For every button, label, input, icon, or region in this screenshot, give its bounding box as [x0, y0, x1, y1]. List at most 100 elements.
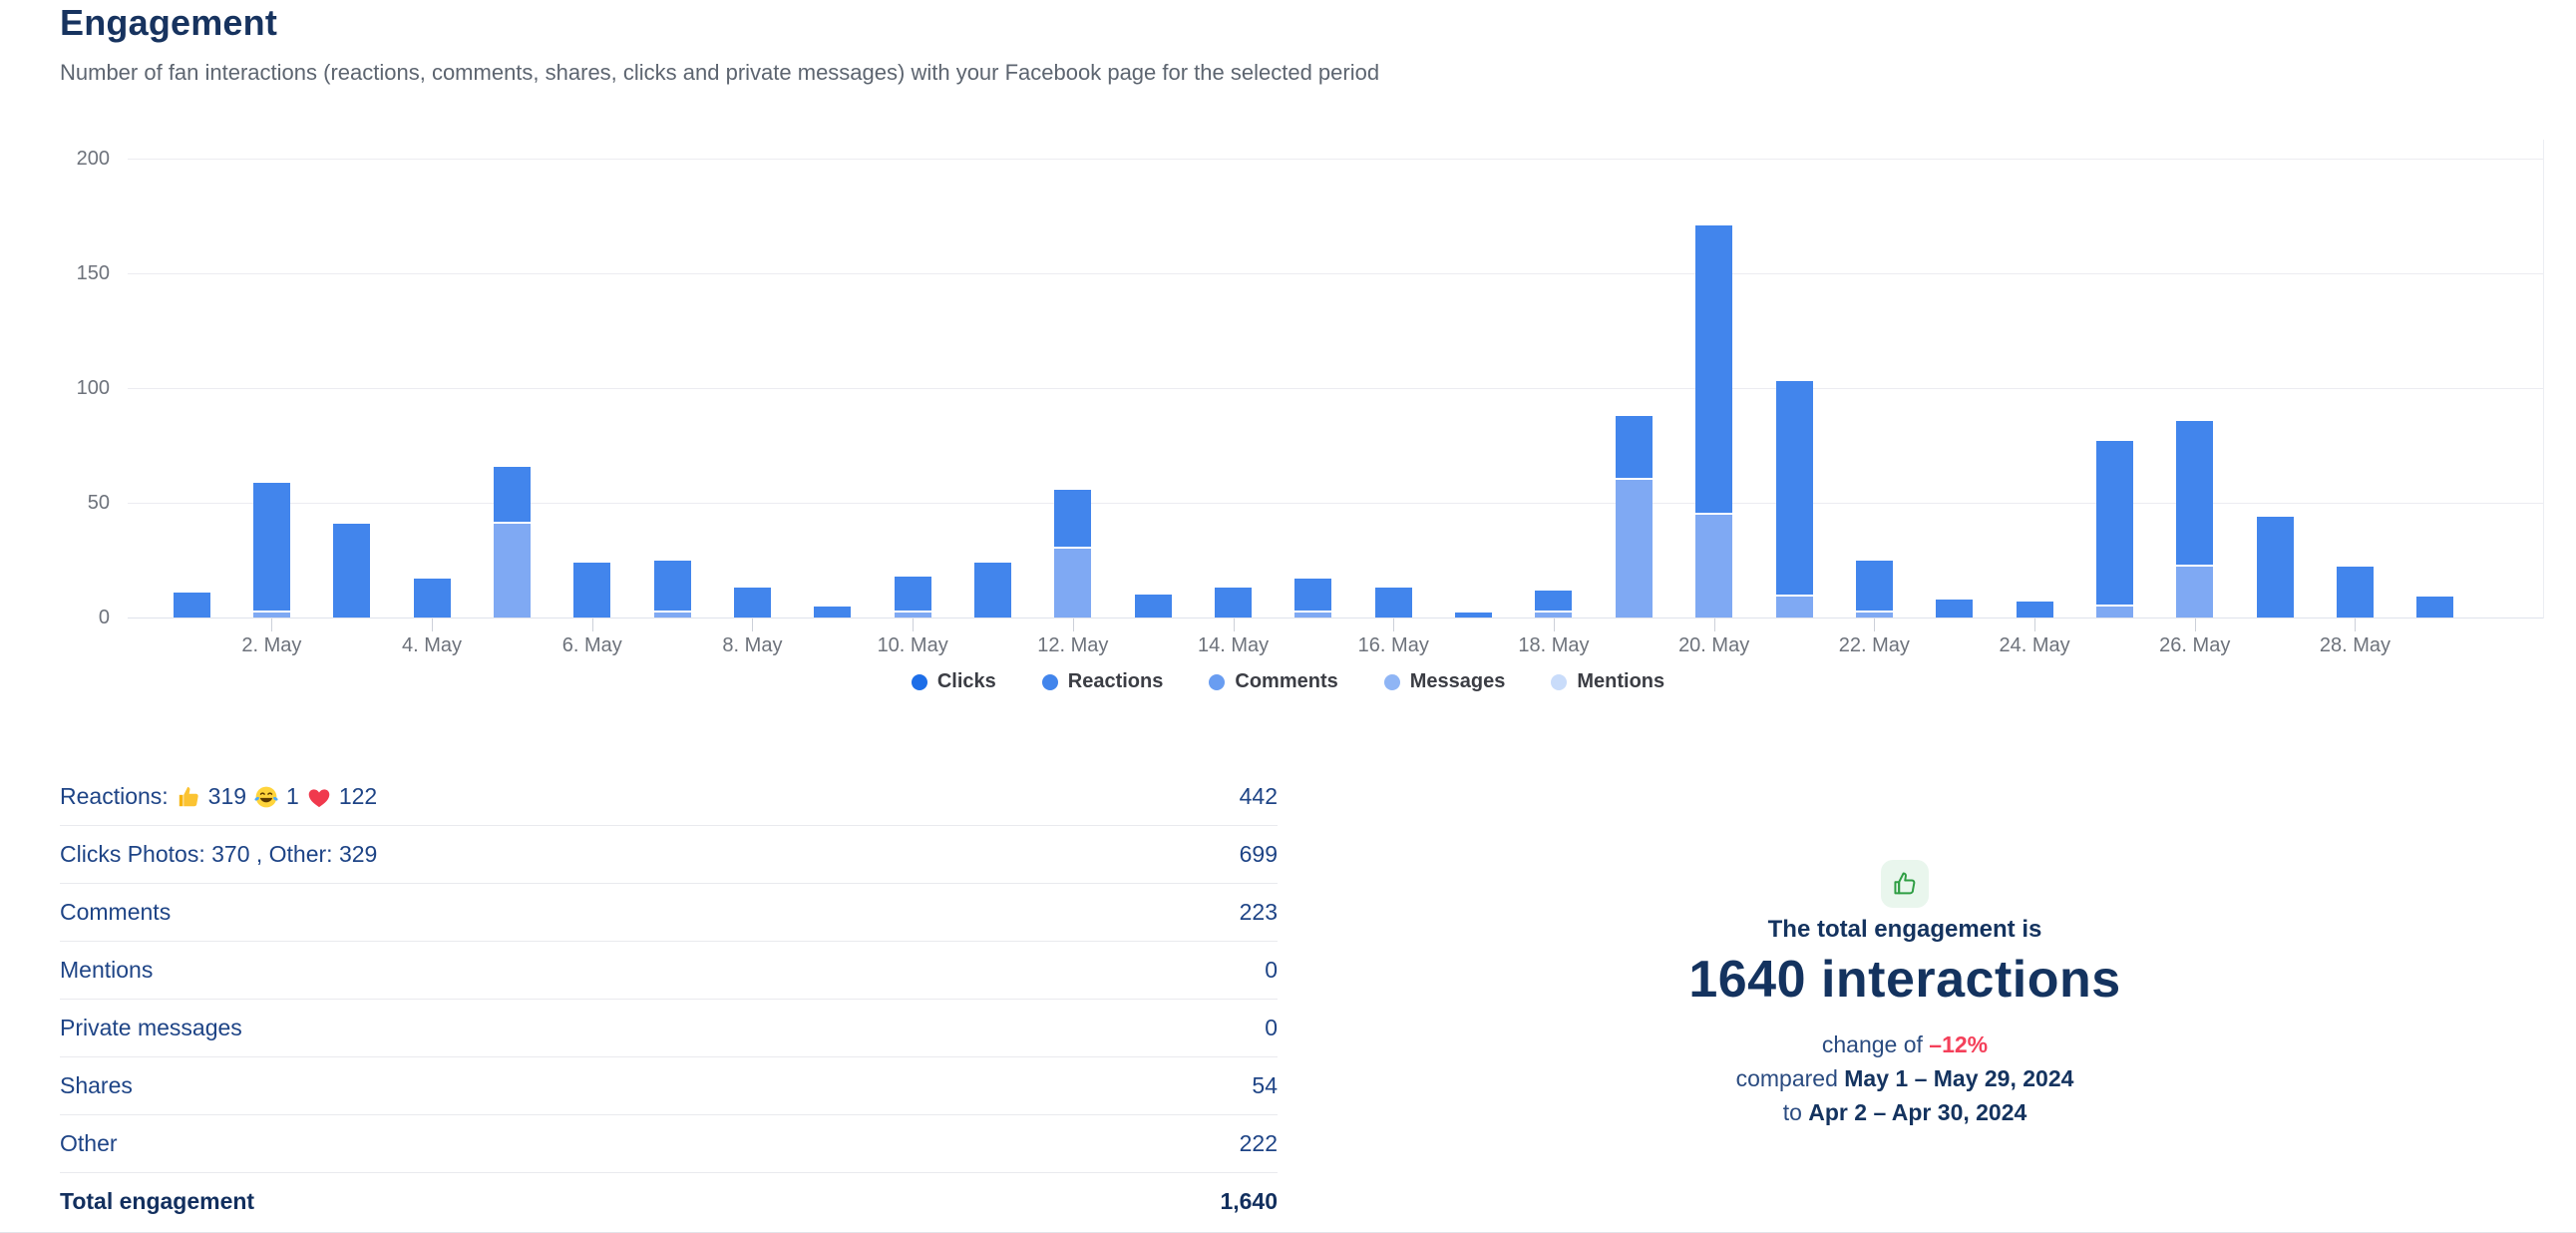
stat-text: Other	[60, 1130, 118, 1156]
y-axis-label-100: 100	[76, 377, 110, 399]
bar-6-may[interactable]	[573, 562, 611, 617]
legend-label: Messages	[1409, 670, 1506, 692]
bar-segment-light	[653, 613, 691, 617]
legend-item-comments[interactable]: Comments	[1209, 670, 1338, 693]
laughing-emoji	[254, 786, 278, 807]
bar-21-may[interactable]	[1775, 381, 1813, 617]
stat-value-private-messages: 0	[1265, 1015, 1278, 1040]
stat-value-shares: 54	[1252, 1072, 1278, 1098]
bar-19-may[interactable]	[1615, 415, 1653, 617]
legend-dot-mentions	[1551, 673, 1568, 690]
legend-dot-comments	[1209, 673, 1226, 690]
y-axis-label-50: 50	[87, 492, 110, 514]
stat-row-shares: Shares 54	[60, 1057, 1278, 1115]
bar-segment-light	[1855, 613, 1893, 617]
legend-item-clicks[interactable]: Clicks	[911, 670, 996, 693]
legend-item-mentions[interactable]: Mentions	[1551, 670, 1664, 693]
bar-26-may[interactable]	[2176, 420, 2214, 617]
x-axis-tick	[1713, 618, 1715, 631]
bar-1-may[interactable]	[173, 592, 210, 617]
to-line: to Apr 2 – Apr 30, 2024	[1536, 1095, 2274, 1129]
bar-8-may[interactable]	[733, 588, 771, 617]
x-axis-label-8-may: 8. May	[722, 634, 783, 656]
bar-9-may[interactable]	[814, 606, 852, 617]
bar-segment-dark	[252, 482, 290, 614]
bar-segment-dark	[1455, 613, 1493, 617]
bar-17-may[interactable]	[1455, 613, 1493, 617]
gridline-y-50	[128, 503, 2543, 504]
bar-7-may[interactable]	[653, 560, 691, 617]
legend-item-messages[interactable]: Messages	[1383, 670, 1506, 693]
stat-text: Shares	[60, 1072, 133, 1098]
stat-text: Total engagement	[60, 1188, 255, 1214]
bar-25-may[interactable]	[2095, 441, 2133, 617]
stat-value-other: 222	[1239, 1130, 1278, 1156]
gridline-y-200	[128, 159, 2543, 160]
x-axis-tick	[1874, 618, 1876, 631]
stat-label-private-messages: Private messages	[60, 1015, 242, 1041]
bar-segment-light	[493, 523, 531, 617]
bar-segment-dark	[733, 588, 771, 617]
legend-dot-reactions	[1041, 673, 1058, 690]
x-axis-tick	[1393, 618, 1395, 631]
x-axis-tick	[271, 618, 273, 631]
x-axis-label-22-may: 22. May	[1838, 634, 1910, 656]
bar-10-may[interactable]	[894, 576, 931, 617]
x-axis-label-14-may: 14. May	[1197, 634, 1270, 656]
bar-4-may[interactable]	[413, 578, 451, 617]
x-axis-tick	[2355, 618, 2357, 631]
bar-14-may[interactable]	[1215, 588, 1253, 617]
bar-segment-dark	[413, 578, 451, 617]
change-line: change of –12%	[1536, 1028, 2274, 1061]
bar-3-may[interactable]	[333, 523, 371, 617]
bar-22-may[interactable]	[1855, 560, 1893, 617]
compared-prefix: compared	[1735, 1065, 1845, 1091]
bar-12-may[interactable]	[1054, 489, 1092, 617]
stat-text: Reactions:	[60, 783, 169, 809]
bar-segment-light	[1775, 597, 1813, 617]
bar-18-may[interactable]	[1535, 590, 1573, 617]
bar-29-may[interactable]	[2416, 597, 2454, 617]
stat-text: 319	[207, 783, 247, 809]
stat-label-other: Other	[60, 1130, 118, 1157]
bar-16-may[interactable]	[1374, 588, 1412, 617]
gridline-y-0	[128, 617, 2543, 618]
stat-label-shares: Shares	[60, 1072, 133, 1099]
bar-20-may[interactable]	[1695, 225, 1733, 617]
x-axis-label-28-may: 28. May	[2319, 634, 2392, 656]
bar-segment-dark	[974, 562, 1011, 617]
stat-text: Mentions	[60, 957, 154, 983]
thumbs-up-icon	[1881, 860, 1929, 908]
bar-5-may[interactable]	[493, 466, 531, 617]
bar-segment-dark	[2256, 516, 2294, 617]
x-axis-tick	[2034, 618, 2036, 631]
bar-11-may[interactable]	[974, 562, 1011, 617]
bar-segment-light	[2095, 606, 2133, 617]
bar-13-may[interactable]	[1134, 595, 1172, 617]
bar-2-may[interactable]	[252, 482, 290, 617]
chart-legend: Clicks Reactions Comments Messages Mentions	[0, 670, 2576, 693]
bar-segment-dark	[2416, 597, 2454, 617]
bar-28-may[interactable]	[2336, 567, 2374, 617]
legend-item-reactions[interactable]: Reactions	[1041, 670, 1163, 693]
bar-segment-light	[252, 613, 290, 617]
laughing-emoji	[250, 784, 282, 810]
thumbs-up-emoji	[173, 784, 204, 810]
to-range: Apr 2 – Apr 30, 2024	[1808, 1099, 2027, 1125]
x-axis-label-2-may: 2. May	[241, 634, 302, 656]
summary-heading: The total engagement is	[1767, 916, 2042, 943]
bar-segment-dark	[573, 562, 611, 617]
stat-label-total: Total engagement	[60, 1188, 254, 1215]
x-axis-label-26-may: 26. May	[2159, 634, 2231, 656]
stat-row-reactions: Reactions: 319 1 122 442	[60, 768, 1278, 826]
stat-label-comments: Comments	[60, 899, 171, 926]
bar-23-may[interactable]	[1936, 599, 1974, 617]
bar-segment-dark	[333, 523, 371, 617]
bar-15-may[interactable]	[1294, 579, 1332, 617]
bar-27-may[interactable]	[2256, 516, 2294, 617]
stat-label-mentions: Mentions	[60, 957, 153, 984]
bar-24-may[interactable]	[2016, 601, 2053, 617]
bar-segment-dark	[1215, 588, 1253, 617]
stat-value-comments: 223	[1239, 899, 1278, 925]
legend-label: Comments	[1235, 670, 1338, 692]
